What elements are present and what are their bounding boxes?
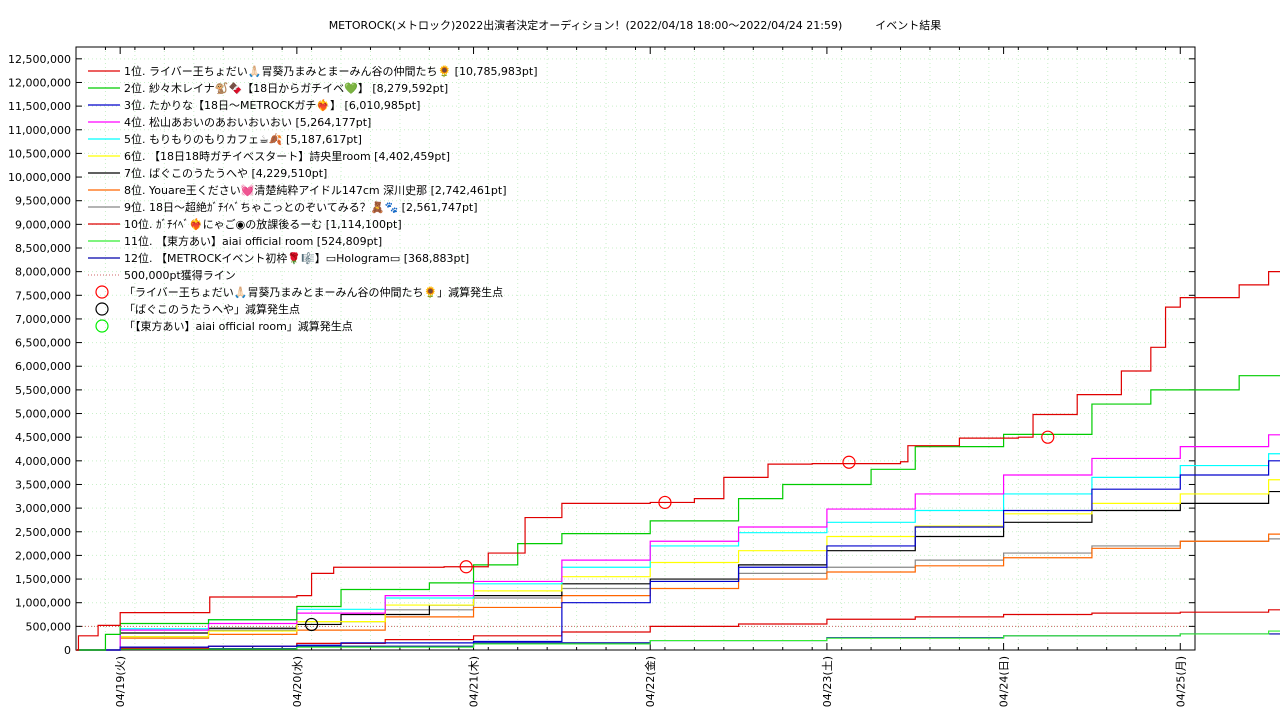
y-tick-label: 9,500,000 bbox=[15, 195, 71, 208]
legend-label: 「ばぐこのうたうへや」減算発生点 bbox=[124, 302, 300, 316]
series-line bbox=[76, 460, 1280, 651]
y-tick-label: 5,500,000 bbox=[15, 384, 71, 397]
y-tick-label: 6,500,000 bbox=[15, 337, 71, 350]
decrease-marker bbox=[842, 455, 856, 469]
y-tick-label: 4,500,000 bbox=[15, 431, 71, 444]
series-line bbox=[76, 479, 1280, 651]
legend-label: 11位. 【東方あい】aiai official room [524,809pt… bbox=[124, 234, 382, 248]
y-tick-label: 12,000,000 bbox=[8, 76, 71, 89]
y-tick-label: 12,500,000 bbox=[8, 53, 71, 66]
decrease-marker bbox=[1041, 430, 1055, 444]
series-line bbox=[76, 375, 1280, 651]
x-tick-label: 04/20(水) bbox=[291, 656, 304, 707]
legend-label: 500,000pt獲得ライン bbox=[124, 269, 236, 282]
legend: 1位. ライバー王ちょだい🙏🏻冐葵乃まみとまーみん谷の仲間たち🌻 [10,785… bbox=[88, 64, 538, 333]
legend-label: 6位. 【18日18時ガチイベスタート】詩央里room [4,402,459pt… bbox=[124, 149, 450, 163]
y-tick-label: 9,000,000 bbox=[15, 218, 71, 231]
legend-label: 4位. 松山あおいのあおいおいおい [5,264,177pt] bbox=[124, 115, 371, 129]
y-tick-label: 8,000,000 bbox=[15, 266, 71, 279]
y-tick-label: 2,500,000 bbox=[15, 526, 71, 539]
y-tick-label: 2,000,000 bbox=[15, 549, 71, 562]
y-tick-label: 11,500,000 bbox=[8, 100, 71, 113]
y-tick-label: 3,000,000 bbox=[15, 502, 71, 515]
y-tick-label: 11,000,000 bbox=[8, 124, 71, 137]
markers bbox=[304, 277, 1253, 632]
legend-label: 5位. もりもりのもりカフェ☕🍂 [5,187,617pt] bbox=[124, 132, 362, 146]
x-tick-label: 04/22(金) bbox=[643, 656, 657, 707]
y-tick-label: 1,500,000 bbox=[15, 573, 71, 586]
y-tick-label: 10,500,000 bbox=[8, 147, 71, 160]
series-line bbox=[76, 533, 1280, 651]
decrease-marker bbox=[459, 560, 473, 574]
y-tick-label: 500,000 bbox=[26, 620, 72, 633]
decrease-marker bbox=[1241, 277, 1253, 289]
decrease-marker bbox=[304, 617, 319, 632]
x-tick-label: 04/25(月) bbox=[1174, 656, 1187, 707]
legend-label: 3位. たかりな【18日～METROCKガチ❤️‍🔥】 [6,010,985pt… bbox=[124, 98, 420, 112]
legend-label: 7位. ばぐこのうたうへや [4,229,510pt] bbox=[124, 166, 327, 180]
y-tick-label: 10,000,000 bbox=[8, 171, 71, 184]
legend-label: 1位. ライバー王ちょだい🙏🏻冐葵乃まみとまーみん谷の仲間たち🌻 [10,785… bbox=[124, 64, 538, 78]
y-tick-label: 1,000,000 bbox=[15, 597, 71, 610]
chart-title: METOROCK(メトロック)2022出演者決定オーディション！(2022/04… bbox=[328, 19, 942, 32]
legend-marker bbox=[95, 302, 109, 316]
y-tick-label: 7,500,000 bbox=[15, 289, 71, 302]
x-tick-label: 04/19(火) bbox=[114, 656, 127, 707]
grid-lines bbox=[75, 47, 1196, 651]
legend-label: 8位. Youare王ください💓清楚純粋アイドル147cm 深川史那 [2,74… bbox=[124, 183, 507, 197]
y-tick-label: 6,000,000 bbox=[15, 360, 71, 373]
y-tick-label: 4,000,000 bbox=[15, 455, 71, 468]
x-tick-label: 04/24(日) bbox=[998, 656, 1011, 707]
x-tick-label: 04/21(木) bbox=[468, 656, 481, 707]
series-line bbox=[76, 630, 1280, 651]
decrease-marker bbox=[658, 495, 672, 510]
series-line bbox=[76, 633, 1280, 651]
y-tick-label: 3,500,000 bbox=[15, 478, 71, 491]
legend-label: 12位. 【METROCKイベント初枠🌹🎼】▭Hologram▭ [368,88… bbox=[124, 251, 469, 265]
legend-label: 2位. 紗々木レイナ🐒🍫【18日からガチイベ💚】 [8,279,592pt] bbox=[124, 81, 448, 95]
legend-marker bbox=[95, 285, 109, 299]
y-tick-label: 5,000,000 bbox=[15, 408, 71, 421]
y-tick-label: 0 bbox=[64, 644, 71, 657]
legend-label: 「ライバー王ちょだい🙏🏻冐葵乃まみとまーみん谷の仲間たち🌻」減算発生点 bbox=[124, 285, 503, 299]
x-tick-label: 04/23(土) bbox=[821, 656, 834, 707]
series-line bbox=[76, 538, 1280, 651]
legend-label: 「【東方あい】aiai official room」減算発生点 bbox=[124, 319, 353, 333]
legend-label: 9位. 18日～超絶ｶﾞﾁｲﾍﾞちゃこっとのぞいてみる？🧸🐾 [2,561,74… bbox=[124, 200, 478, 214]
y-tick-label: 7,000,000 bbox=[15, 313, 71, 326]
legend-marker bbox=[95, 319, 109, 333]
legend-label: 10位. ｶﾞﾁｲﾍﾞ❤️‍🔥にゃご◉の放課後るーむ [1,114,100pt] bbox=[124, 217, 402, 231]
series-line bbox=[76, 271, 1280, 651]
y-tick-label: 8,500,000 bbox=[15, 242, 71, 255]
